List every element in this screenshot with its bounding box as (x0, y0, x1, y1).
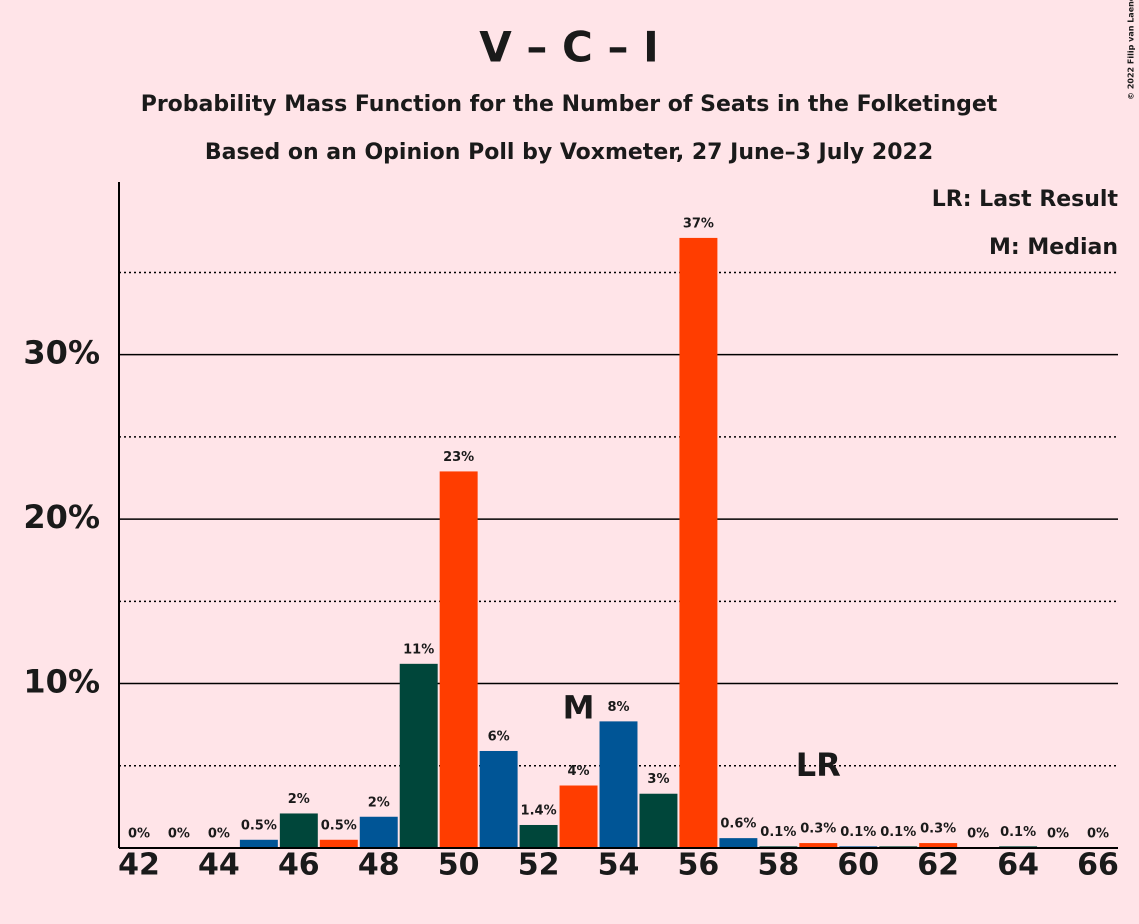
bar (719, 838, 758, 848)
bar (599, 721, 638, 848)
value-label: 2% (368, 795, 390, 810)
bar (359, 816, 398, 848)
value-label: 0.5% (241, 818, 277, 833)
x-tick-label: 50 (438, 848, 480, 883)
bar (519, 824, 558, 848)
value-label: 0% (1087, 827, 1109, 842)
value-label: 0.1% (1000, 825, 1036, 840)
copyright: © 2022 Filip van Laenen (1127, 0, 1136, 100)
x-tick-label: 52 (518, 848, 560, 883)
x-tick-label: 48 (358, 848, 400, 883)
annotation: M (563, 689, 595, 727)
x-tick-label: 58 (757, 848, 799, 883)
value-label: 23% (443, 450, 474, 465)
value-label: 0.5% (321, 818, 357, 833)
x-tick-label: 64 (997, 848, 1039, 883)
value-label: 0% (208, 827, 230, 842)
bar (919, 843, 958, 848)
x-tick-label: 46 (278, 848, 320, 883)
value-label: 0.1% (760, 825, 796, 840)
value-label: 8% (607, 700, 629, 715)
bar (279, 813, 318, 848)
value-label: 0% (1047, 827, 1069, 842)
value-label: 0% (967, 827, 989, 842)
x-tick-label: 60 (837, 848, 879, 883)
legend-entry: M: Median (989, 235, 1118, 260)
bar (399, 663, 438, 848)
value-label: 0.6% (720, 817, 756, 832)
value-label: 37% (683, 216, 714, 231)
bar (479, 750, 518, 848)
value-label: 0.1% (880, 825, 916, 840)
x-tick-label: 54 (598, 848, 640, 883)
x-tick-label: 44 (198, 848, 240, 883)
x-tick-label: 42 (118, 848, 160, 883)
chart-subtitle: Probability Mass Function for the Number… (141, 92, 998, 117)
chart-subtitle: Based on an Opinion Poll by Voxmeter, 27… (205, 140, 933, 165)
bar (319, 839, 358, 848)
annotation: LR (796, 746, 841, 784)
value-label: 3% (647, 772, 669, 787)
bar (559, 785, 598, 848)
value-label: 0% (168, 827, 190, 842)
value-label: 0.1% (840, 825, 876, 840)
x-tick-label: 56 (678, 848, 720, 883)
bar (799, 843, 838, 848)
chart-title: V – C – I (479, 23, 658, 72)
value-label: 1.4% (521, 803, 557, 818)
bar (439, 471, 478, 848)
y-tick-label: 20% (23, 498, 100, 536)
value-label: 0.3% (800, 822, 836, 837)
value-label: 0% (128, 827, 150, 842)
value-label: 6% (488, 729, 510, 744)
legend-entry: LR: Last Result (932, 187, 1119, 212)
value-label: 4% (568, 764, 590, 779)
value-label: 2% (288, 792, 310, 807)
bar (239, 839, 278, 848)
bar (639, 793, 678, 848)
y-tick-label: 10% (23, 663, 100, 701)
x-tick-label: 66 (1077, 848, 1119, 883)
value-label: 11% (403, 642, 434, 657)
x-tick-label: 62 (917, 848, 959, 883)
y-tick-label: 30% (23, 334, 100, 372)
value-label: 0.3% (920, 822, 956, 837)
bar (679, 237, 718, 848)
